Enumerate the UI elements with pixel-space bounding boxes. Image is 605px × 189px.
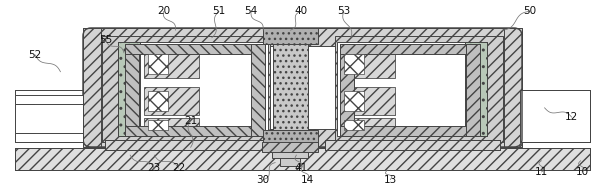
Bar bbox=[340, 44, 480, 54]
Bar bbox=[325, 140, 500, 150]
Bar bbox=[15, 148, 590, 170]
Text: 54: 54 bbox=[244, 6, 258, 16]
Bar bbox=[15, 95, 83, 104]
Bar bbox=[344, 54, 364, 74]
Bar bbox=[144, 87, 199, 115]
Bar bbox=[251, 44, 265, 136]
Bar bbox=[148, 120, 168, 130]
Text: 51: 51 bbox=[212, 6, 226, 16]
Bar bbox=[340, 44, 354, 136]
Bar bbox=[263, 130, 318, 146]
Bar bbox=[125, 44, 139, 136]
Text: 30: 30 bbox=[257, 175, 270, 184]
Text: 52: 52 bbox=[28, 50, 42, 60]
Text: 55: 55 bbox=[99, 35, 113, 45]
Bar bbox=[504, 28, 522, 147]
Polygon shape bbox=[15, 130, 85, 142]
Bar bbox=[465, 42, 487, 136]
Bar bbox=[520, 90, 590, 142]
Text: 23: 23 bbox=[148, 163, 161, 173]
Bar bbox=[101, 46, 504, 129]
Bar bbox=[144, 118, 199, 132]
Bar bbox=[340, 87, 395, 115]
Bar bbox=[344, 120, 364, 130]
Bar bbox=[337, 42, 487, 136]
Bar bbox=[273, 28, 308, 146]
Bar bbox=[105, 140, 280, 150]
Text: 53: 53 bbox=[337, 6, 350, 16]
Bar bbox=[102, 36, 270, 142]
Bar bbox=[118, 42, 140, 136]
Bar bbox=[280, 146, 300, 166]
Bar bbox=[118, 42, 268, 136]
Text: 20: 20 bbox=[157, 6, 170, 16]
Bar bbox=[105, 140, 280, 150]
Bar bbox=[262, 142, 318, 152]
Bar bbox=[15, 90, 85, 102]
Bar bbox=[125, 44, 265, 54]
Bar bbox=[466, 44, 480, 136]
Bar bbox=[83, 129, 522, 147]
Bar bbox=[340, 50, 395, 78]
Bar bbox=[15, 130, 85, 142]
Bar bbox=[15, 104, 35, 133]
Bar bbox=[15, 133, 83, 142]
Bar bbox=[144, 50, 199, 78]
Bar bbox=[148, 54, 168, 74]
Text: 40: 40 bbox=[294, 6, 307, 16]
Text: 22: 22 bbox=[172, 163, 185, 173]
Bar bbox=[344, 91, 364, 111]
Text: 10: 10 bbox=[575, 167, 589, 177]
Bar bbox=[83, 28, 101, 147]
Text: 41: 41 bbox=[294, 163, 307, 173]
Bar bbox=[125, 126, 265, 136]
Text: 13: 13 bbox=[384, 175, 397, 184]
Bar bbox=[340, 118, 395, 132]
Bar bbox=[83, 28, 522, 46]
Text: 14: 14 bbox=[301, 175, 314, 184]
Bar bbox=[335, 36, 503, 142]
Bar bbox=[272, 152, 308, 158]
Text: 50: 50 bbox=[523, 6, 536, 16]
Bar bbox=[35, 104, 83, 133]
Text: 12: 12 bbox=[565, 112, 578, 122]
Text: 11: 11 bbox=[535, 167, 548, 177]
Bar bbox=[263, 28, 318, 44]
Polygon shape bbox=[15, 90, 85, 102]
Text: 21: 21 bbox=[184, 116, 197, 126]
Bar bbox=[148, 91, 168, 111]
Bar bbox=[340, 126, 480, 136]
Bar bbox=[325, 140, 500, 150]
